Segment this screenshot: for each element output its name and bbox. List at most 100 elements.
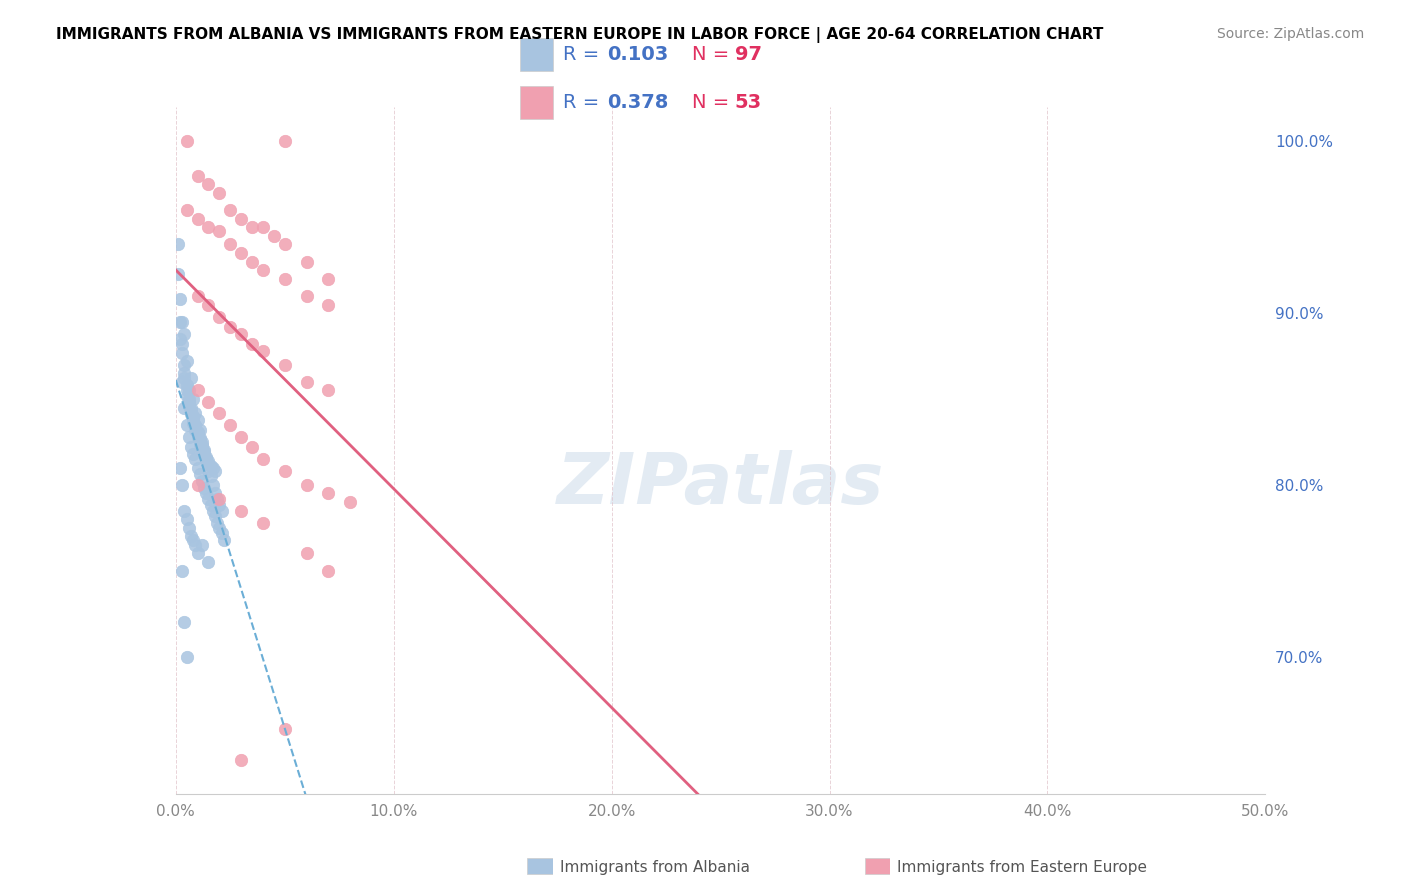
- Point: [180, 408, 202, 422]
- Point: [231, 752, 253, 766]
- Point: [252, 452, 274, 467]
- Point: [219, 319, 242, 334]
- Point: [180, 401, 202, 415]
- Bar: [520, 87, 553, 119]
- Point: [211, 525, 233, 540]
- Point: [191, 538, 214, 552]
- Point: [177, 395, 200, 409]
- Text: 53: 53: [734, 93, 762, 112]
- Point: [167, 267, 190, 281]
- Text: IMMIGRANTS FROM ALBANIA VS IMMIGRANTS FROM EASTERN EUROPE IN LABOR FORCE | AGE 2: IMMIGRANTS FROM ALBANIA VS IMMIGRANTS FR…: [56, 27, 1104, 43]
- Point: [172, 564, 194, 578]
- Point: [188, 433, 211, 447]
- Text: Immigrants from Albania: Immigrants from Albania: [560, 860, 749, 874]
- Point: [274, 722, 297, 736]
- Point: [177, 399, 200, 413]
- Bar: [520, 38, 553, 70]
- Point: [201, 503, 224, 517]
- Point: [204, 486, 226, 500]
- Point: [180, 404, 202, 418]
- Point: [208, 491, 231, 506]
- Point: [274, 237, 297, 252]
- Point: [252, 343, 274, 358]
- Point: [197, 220, 219, 235]
- Point: [252, 263, 274, 277]
- Point: [188, 432, 211, 446]
- Point: [173, 358, 195, 372]
- Point: [197, 454, 219, 468]
- Point: [231, 211, 253, 226]
- Point: [173, 326, 195, 341]
- Point: [176, 202, 198, 217]
- Point: [193, 445, 215, 459]
- Point: [212, 533, 235, 547]
- Point: [231, 246, 253, 260]
- Point: [240, 254, 263, 268]
- Point: [200, 499, 222, 513]
- Point: [191, 438, 214, 452]
- Point: [169, 460, 191, 475]
- Point: [208, 310, 231, 324]
- Point: [339, 495, 361, 509]
- Point: [172, 375, 194, 389]
- Point: [186, 289, 209, 303]
- Point: [193, 443, 215, 458]
- Point: [181, 416, 204, 430]
- Point: [176, 378, 198, 392]
- Point: [240, 220, 263, 235]
- Point: [231, 503, 253, 517]
- Point: [173, 366, 195, 380]
- Point: [193, 481, 215, 495]
- Point: [186, 460, 209, 475]
- Text: ZIPatlas: ZIPatlas: [557, 450, 884, 519]
- Point: [219, 202, 242, 217]
- Point: [172, 477, 194, 491]
- Point: [188, 423, 211, 437]
- Point: [197, 178, 219, 192]
- Point: [274, 358, 297, 372]
- Point: [186, 384, 209, 398]
- Point: [193, 447, 215, 461]
- Point: [318, 564, 340, 578]
- Point: [172, 337, 194, 351]
- Point: [205, 516, 228, 530]
- Point: [184, 423, 207, 437]
- Point: [195, 450, 218, 465]
- Point: [274, 271, 297, 285]
- Point: [180, 529, 202, 543]
- Text: Source: ZipAtlas.com: Source: ZipAtlas.com: [1216, 27, 1364, 41]
- Text: 0.378: 0.378: [607, 93, 669, 112]
- Point: [181, 412, 204, 426]
- Point: [195, 486, 218, 500]
- Point: [184, 538, 207, 552]
- Point: [169, 315, 191, 329]
- Point: [263, 228, 285, 243]
- Point: [169, 332, 191, 346]
- Point: [184, 406, 207, 420]
- Point: [173, 503, 195, 517]
- Text: Immigrants from Eastern Europe: Immigrants from Eastern Europe: [897, 860, 1147, 874]
- Point: [318, 271, 340, 285]
- Point: [318, 384, 340, 398]
- Point: [274, 464, 297, 478]
- Point: [176, 354, 198, 368]
- Point: [191, 434, 214, 449]
- Point: [177, 430, 200, 444]
- Point: [201, 460, 224, 475]
- Point: [176, 134, 198, 148]
- Point: [197, 491, 219, 506]
- Point: [197, 395, 219, 409]
- Point: [186, 430, 209, 444]
- Point: [318, 297, 340, 311]
- Point: [180, 371, 202, 385]
- Point: [195, 452, 218, 467]
- Point: [186, 477, 209, 491]
- Point: [295, 546, 318, 561]
- Point: [172, 345, 194, 359]
- Point: [197, 297, 219, 311]
- Point: [200, 458, 222, 473]
- Text: 97: 97: [734, 45, 762, 64]
- Point: [173, 401, 195, 415]
- Point: [219, 417, 242, 432]
- Point: [186, 425, 209, 439]
